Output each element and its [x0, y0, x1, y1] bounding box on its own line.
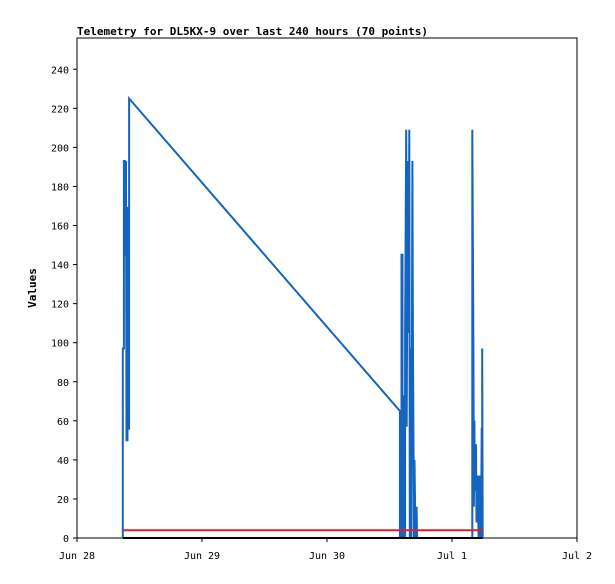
y-tick-label: 140 — [51, 261, 69, 272]
x-tick-label: Jun 28 — [59, 551, 95, 562]
y-tick-label: 0 — [63, 534, 69, 545]
x-tick-label: Jun 30 — [309, 551, 345, 562]
plot-area-frame — [76, 37, 578, 539]
y-axis-title: Values — [26, 268, 39, 308]
y-tick-label: 100 — [51, 339, 69, 350]
y-tick-label: 80 — [57, 378, 69, 389]
y-tick-label: 40 — [57, 456, 69, 467]
chart-title: Telemetry for DL5KX-9 over last 240 hour… — [77, 25, 428, 38]
y-tick-label: 60 — [57, 417, 69, 428]
y-tick-label: 160 — [51, 222, 69, 233]
y-axis: 0 20 40 60 80 100 120 140 160 180 200 220 240 — [51, 65, 77, 545]
x-tick-label: Jul 2 — [562, 551, 592, 562]
x-tick-label: Jun 29 — [184, 551, 220, 562]
y-tick-label: 120 — [51, 300, 69, 311]
y-tick-label: 200 — [51, 143, 69, 154]
x-axis: Jun 28 Jun 29 Jun 30 Jul 1 Jul 2 — [59, 538, 592, 562]
y-tick-label: 220 — [51, 104, 69, 115]
x-tick-label: Jul 1 — [437, 551, 467, 562]
series-line-1 — [121, 95, 484, 539]
y-tick-label: 180 — [51, 182, 69, 193]
y-tick-label: 20 — [57, 495, 69, 506]
series-lines — [121, 95, 484, 539]
y-tick-label: 240 — [51, 65, 69, 76]
